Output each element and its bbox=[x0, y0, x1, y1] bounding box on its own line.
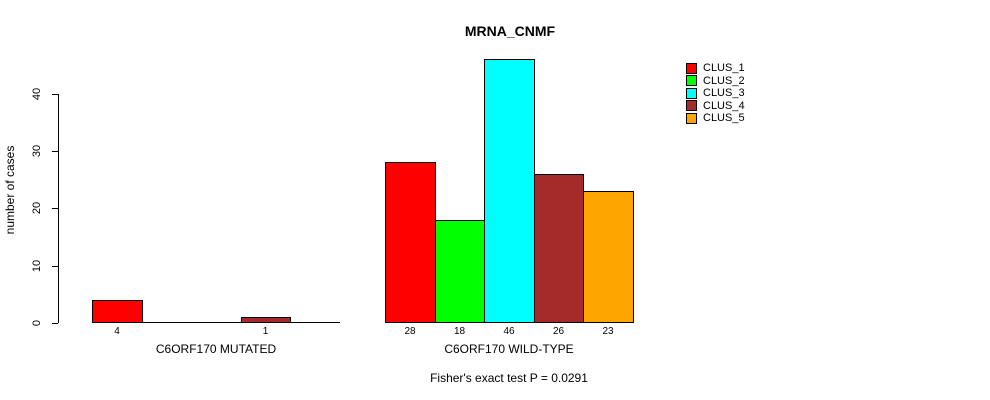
x-axis-baseline bbox=[92, 322, 340, 323]
bar-value-label: 26 bbox=[552, 326, 565, 337]
legend-label: CLUS_4 bbox=[703, 99, 745, 112]
bar-clus_5-wildtype bbox=[583, 191, 634, 323]
pvalue-annotation: Fisher's exact test P = 0.0291 bbox=[430, 371, 588, 385]
legend-swatch-icon bbox=[686, 62, 697, 74]
y-axis-tick-label: 40 bbox=[31, 87, 43, 101]
legend-label: CLUS_5 bbox=[703, 112, 745, 124]
y-axis-label: number of cases bbox=[3, 145, 17, 235]
x-axis-group-label-mutated: C6ORF170 MUTATED bbox=[155, 342, 277, 356]
bar-value-label: 28 bbox=[404, 326, 416, 337]
bar-clus_3-wildtype bbox=[484, 59, 535, 323]
bar-value-label: 1 bbox=[262, 326, 269, 337]
chart-title: MRNA_CNMF bbox=[464, 23, 556, 39]
legend-label: CLUS_1 bbox=[703, 62, 745, 74]
legend-item-clus_1: CLUS_1 bbox=[686, 62, 745, 74]
y-axis-line bbox=[58, 94, 59, 323]
bar-clus_1-mutated bbox=[92, 300, 143, 323]
y-axis-tick-label: 10 bbox=[31, 259, 43, 273]
legend-label: CLUS_2 bbox=[703, 74, 745, 87]
y-axis-tick bbox=[52, 208, 58, 209]
y-axis-tick bbox=[52, 266, 58, 267]
y-axis-tick-label: 30 bbox=[31, 144, 43, 158]
bar-clus_1-wildtype bbox=[385, 162, 436, 323]
bar-value-label: 46 bbox=[503, 326, 515, 337]
legend-item-clus_2: CLUS_2 bbox=[686, 75, 745, 87]
legend-swatch-icon bbox=[686, 112, 697, 124]
legend-swatch-icon bbox=[686, 87, 697, 99]
bar-clus_4-mutated bbox=[241, 317, 291, 323]
bar-clus_2-wildtype bbox=[435, 220, 485, 323]
legend-item-clus_4: CLUS_4 bbox=[686, 100, 745, 112]
legend-swatch-icon bbox=[686, 75, 697, 86]
y-axis-tick bbox=[52, 323, 58, 324]
y-axis-tick-label: 20 bbox=[31, 201, 43, 215]
legend-item-clus_5: CLUS_5 bbox=[686, 112, 745, 124]
legend-item-clus_3: CLUS_3 bbox=[686, 87, 745, 99]
bar-clus_4-wildtype bbox=[534, 174, 584, 323]
y-axis-tick bbox=[52, 94, 58, 95]
legend-label: CLUS_3 bbox=[703, 87, 745, 99]
y-axis-tick-label: 0 bbox=[31, 319, 43, 327]
y-axis-tick bbox=[52, 151, 58, 152]
bar-value-label: 23 bbox=[602, 326, 614, 337]
bar-value-label: 18 bbox=[453, 326, 466, 337]
bar-value-label: 4 bbox=[114, 326, 120, 337]
legend-swatch-icon bbox=[686, 100, 697, 111]
x-axis-group-label-wildtype: C6ORF170 WILD-TYPE bbox=[444, 342, 574, 356]
